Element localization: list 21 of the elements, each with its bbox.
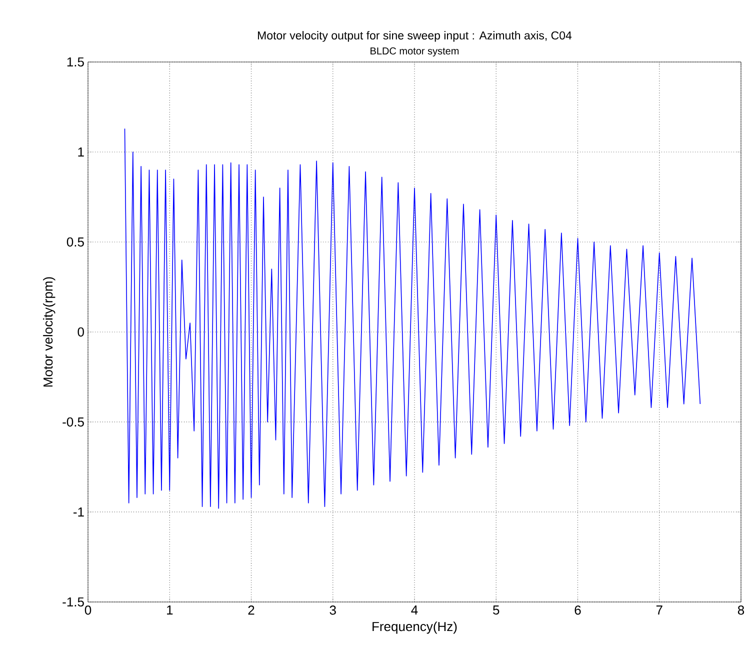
x-axis-title: Frequency(Hz) xyxy=(372,622,457,634)
chart-subtitle: BLDC motor system xyxy=(370,47,459,56)
x-tick-label: 0 xyxy=(84,606,92,615)
y-tick-label: -1 xyxy=(73,508,84,516)
x-tick-label: 7 xyxy=(656,606,662,614)
x-tick-label: 3 xyxy=(330,606,336,615)
y-tick-label: 1 xyxy=(78,148,84,156)
x-tick-label: 1 xyxy=(167,606,173,614)
y-tick-label: -1.5 xyxy=(62,597,84,607)
line-series xyxy=(124,128,701,509)
chart-title: Motor velocity output for sine sweep input : Azimuth axis, C04 xyxy=(258,31,572,42)
y-tick-label: 0.5 xyxy=(66,237,84,247)
y-axis-title: Motor velocity(rpm) xyxy=(43,277,56,387)
x-tick-label: 5 xyxy=(493,606,500,615)
y-tick-label: 1.5 xyxy=(67,57,84,67)
x-tick-label: 4 xyxy=(411,606,418,614)
y-tick-label: -0.5 xyxy=(62,417,84,427)
y-tick-label: 0 xyxy=(78,327,84,337)
x-tick-label: 6 xyxy=(574,606,581,615)
x-tick-label: 8 xyxy=(738,606,744,615)
x-tick-label: 2 xyxy=(248,606,254,615)
